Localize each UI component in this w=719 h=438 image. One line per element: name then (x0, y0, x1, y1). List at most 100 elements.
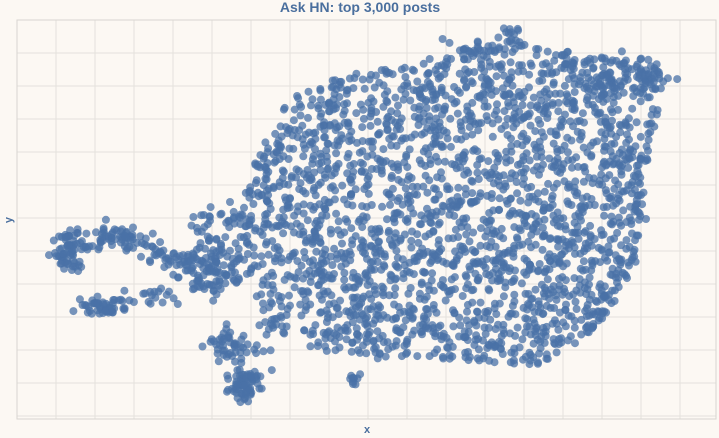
scatter-point (531, 127, 540, 136)
scatter-point (517, 279, 526, 288)
scatter-point (484, 285, 493, 294)
scatter-point (522, 149, 531, 158)
scatter-point (432, 308, 441, 317)
scatter-point (332, 304, 341, 312)
scatter-point (472, 331, 481, 340)
scatter-point (227, 261, 236, 270)
scatter-point (532, 227, 541, 236)
scatter-point (521, 289, 530, 298)
scatter-point (332, 149, 341, 158)
scatter-point (419, 117, 428, 126)
scatter-point (197, 211, 206, 220)
scatter-point (608, 264, 617, 273)
scatter-point (405, 145, 414, 154)
scatter-point (652, 110, 661, 119)
scatter-point (239, 233, 248, 242)
scatter-point (621, 56, 630, 65)
scatter-point (452, 256, 461, 265)
scatter-point (426, 156, 435, 164)
scatter-point (500, 329, 509, 338)
scatter-point (410, 190, 419, 199)
scatter-point (450, 211, 459, 220)
scatter-point (269, 323, 278, 332)
scatter-point (444, 344, 452, 353)
scatter-point (525, 156, 534, 165)
scatter-point (298, 121, 307, 130)
scatter-point (534, 266, 543, 275)
scatter-point (499, 185, 508, 194)
scatter-point (344, 308, 353, 317)
scatter-point (453, 200, 462, 209)
scatter-point (340, 100, 349, 109)
scatter-point (601, 291, 610, 300)
scatter-point (332, 209, 341, 218)
scatter-point (462, 272, 471, 281)
scatter-point (277, 302, 286, 311)
scatter-point (455, 157, 464, 165)
scatter-point (370, 83, 379, 92)
scatter-point (549, 282, 558, 291)
scatter-point (580, 118, 588, 127)
scatter-point (495, 205, 503, 214)
scatter-point (226, 198, 234, 206)
scatter-point (597, 92, 606, 101)
scatter-point (310, 228, 319, 237)
scatter-point (570, 187, 579, 196)
scatter-point (247, 264, 256, 273)
scatter-point (623, 75, 632, 84)
scatter-point (554, 98, 563, 107)
scatter-point (237, 335, 246, 344)
scatter-point (476, 224, 485, 233)
scatter-point (425, 55, 434, 63)
scatter-point (410, 66, 418, 75)
scatter-point (213, 349, 222, 358)
scatter-point (517, 61, 526, 70)
scatter-point (505, 25, 514, 34)
scatter-point (563, 148, 572, 157)
scatter-point (482, 74, 491, 83)
x-axis-label: x (364, 424, 371, 436)
scatter-point (317, 266, 326, 274)
scatter-point (392, 239, 401, 248)
scatter-point (94, 245, 103, 254)
scatter-point (462, 82, 471, 91)
scatter-point (543, 253, 552, 262)
scatter-point (456, 321, 465, 330)
scatter-point (520, 216, 529, 225)
scatter-point (423, 188, 432, 197)
scatter-point (564, 244, 573, 253)
scatter-point (231, 239, 240, 248)
scatter-point (564, 75, 573, 84)
scatter-point (337, 77, 346, 86)
scatter-point (401, 73, 410, 81)
scatter-point (215, 268, 224, 277)
scatter-point (484, 157, 493, 166)
scatter-point (508, 301, 517, 310)
scatter-point (496, 344, 505, 353)
scatter-point (289, 116, 298, 125)
scatter-point (571, 249, 579, 258)
scatter-point (101, 215, 110, 224)
scatter-point (52, 252, 61, 261)
scatter-point (362, 349, 371, 358)
scatter-point (499, 320, 508, 329)
scatter-point (394, 303, 403, 311)
scatter-point (428, 269, 437, 278)
scatter-point (357, 167, 366, 176)
scatter-point (405, 301, 414, 310)
scatter-point (394, 101, 402, 110)
scatter-point (513, 24, 522, 33)
scatter-point (487, 190, 496, 198)
scatter-point (558, 165, 567, 174)
scatter-point (515, 224, 524, 233)
scatter-point (429, 227, 438, 236)
scatter-point (495, 194, 504, 203)
scatter-point (480, 351, 489, 360)
scatter-point (636, 83, 645, 92)
scatter-point (407, 243, 416, 252)
scatter-point (354, 279, 363, 288)
scatter-point (223, 252, 232, 261)
scatter-point (447, 275, 456, 284)
scatter-point (575, 212, 584, 221)
scatter-point (299, 209, 308, 218)
